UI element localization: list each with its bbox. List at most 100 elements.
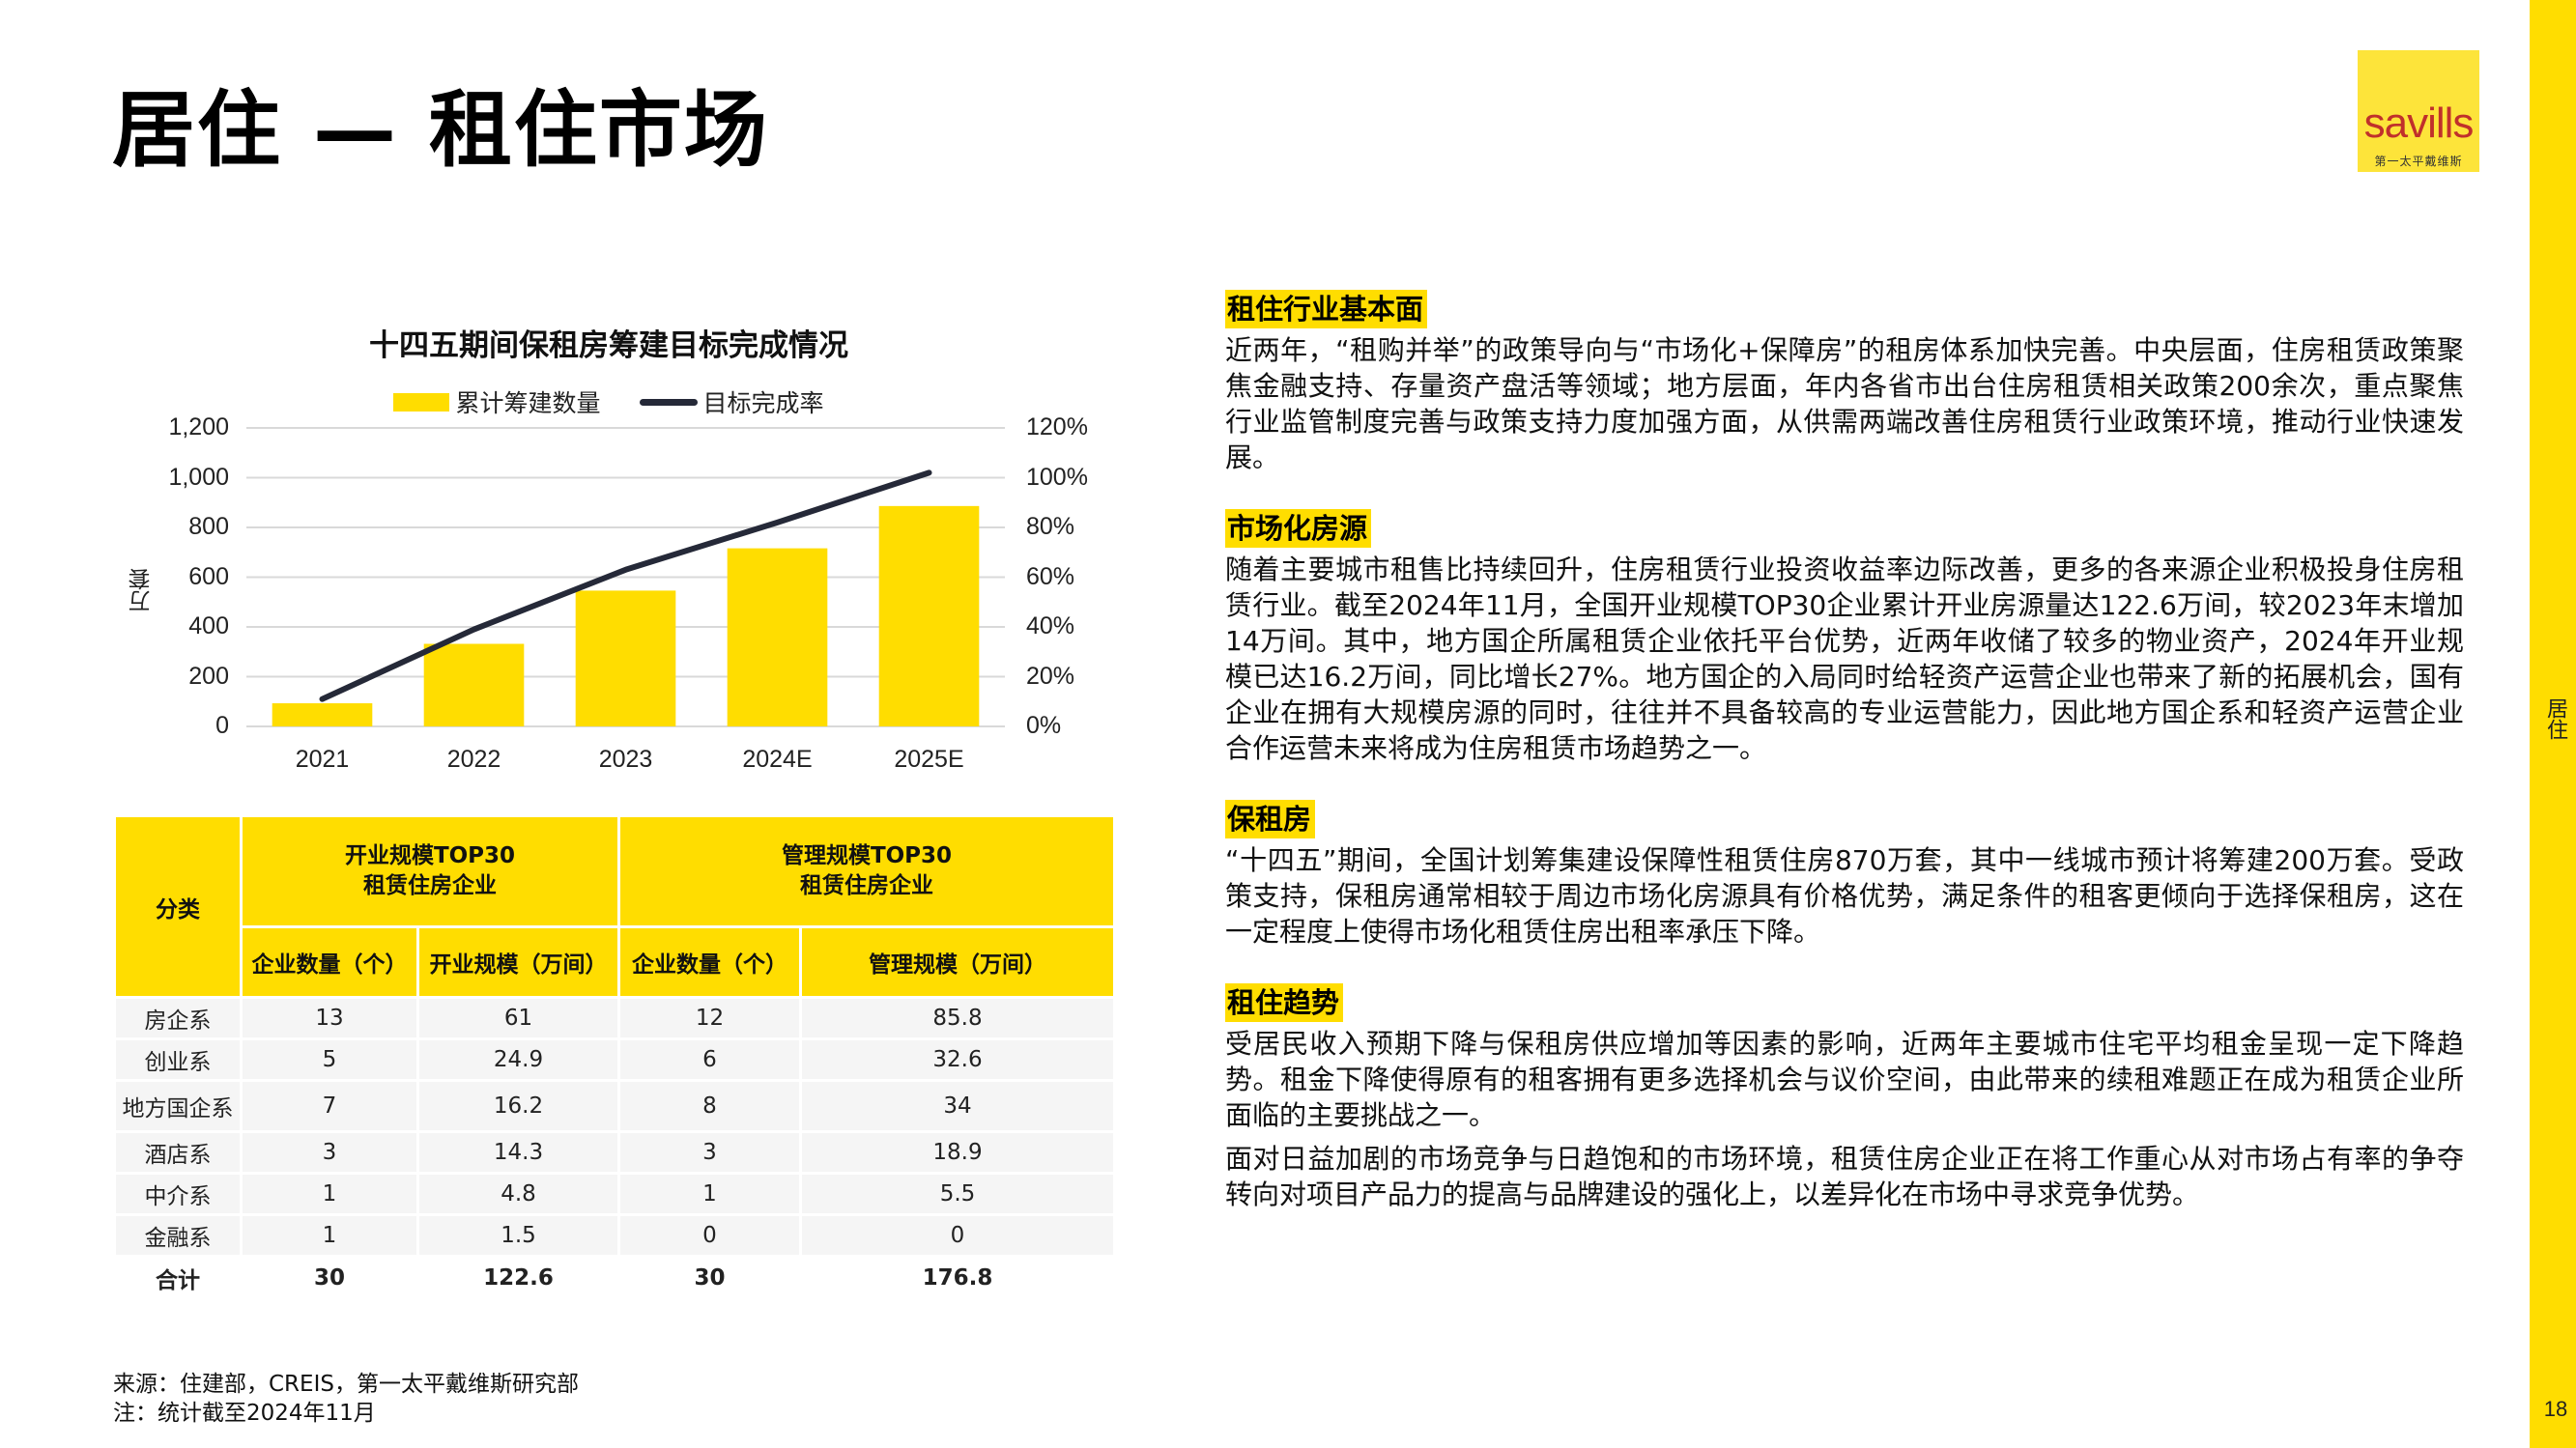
y-left-tick-label: 1,000 xyxy=(168,463,229,491)
cell-category: 地方国企系 xyxy=(116,1082,240,1130)
cell-value: 85.8 xyxy=(802,999,1113,1037)
cell-value: 13 xyxy=(243,999,416,1037)
header-group-opening: 开业规模TOP30 租赁住房企业 xyxy=(243,817,617,925)
subheader-opening-scale: 开业规模（万间） xyxy=(419,928,617,996)
header-group-opening-line1: 开业规模TOP30 xyxy=(344,842,516,868)
y-left-tick-label: 400 xyxy=(188,612,229,639)
combo-chart: 十四五期间保租房筹建目标完成情况 累计筹建数量 目标完成率 万套 0 0% 200 2… xyxy=(97,309,1121,792)
side-section-label: 居住 xyxy=(2543,697,2567,740)
cell-total-value: 30 xyxy=(243,1258,416,1298)
table-row: 中介系 1 4.8 1 5.5 xyxy=(116,1175,1113,1213)
cell-value: 5.5 xyxy=(802,1175,1113,1213)
cell-value: 3 xyxy=(243,1133,416,1172)
header-group-opening-line2: 租赁住房企业 xyxy=(363,873,497,898)
y-right-tick-label: 100% xyxy=(1026,463,1088,491)
y-left-tick-label: 200 xyxy=(188,662,229,690)
x-tick-label: 2021 xyxy=(295,746,350,773)
y-left-tick-label: 600 xyxy=(188,562,229,590)
cell-value: 16.2 xyxy=(419,1082,617,1130)
header-group-managed-line1: 管理规模TOP30 xyxy=(781,842,953,868)
table-row: 金融系 1 1.5 0 0 xyxy=(116,1216,1113,1255)
bar-cumulative-count xyxy=(727,548,828,726)
subheader-company-count-2: 企业数量（个） xyxy=(620,928,799,996)
section-paragraph: 随着主要城市租售比持续回升，住房租赁行业投资收益率边际改善，更多的各来源企业积极… xyxy=(1225,554,2464,764)
section-heading: 租住行业基本面 xyxy=(1225,290,1428,328)
page-number: 18 xyxy=(2543,1397,2568,1421)
y-right-tick-label: 20% xyxy=(1026,662,1075,690)
y-left-tick-label: 1,200 xyxy=(168,413,229,440)
cell-category: 酒店系 xyxy=(116,1133,240,1172)
cell-value: 4.8 xyxy=(419,1175,617,1213)
chart-title: 十四五期间保租房筹建目标完成情况 xyxy=(369,328,848,363)
source-note: 来源：住建部，CREIS，第一太平戴维斯研究部 xyxy=(113,1372,579,1397)
savills-logo: savills 第一太平戴维斯 xyxy=(2358,50,2479,172)
section-paragraph: 面对日益加剧的市场竞争与日趋饱和的市场环境，租赁住房企业正在将工作重心从对市场占… xyxy=(1225,1143,2464,1210)
cell-total-label: 合计 xyxy=(116,1258,240,1298)
section-heading: 保租房 xyxy=(1225,800,1316,838)
section-affordable-rental: 保租房 “十四五”期间，全国计划筹集建设保障性租赁住房870万套，其中一线城市预… xyxy=(1225,800,2464,950)
cell-category: 金融系 xyxy=(116,1216,240,1255)
header-group-managed-line2: 租赁住房企业 xyxy=(800,873,933,898)
cell-value: 32.6 xyxy=(802,1040,1113,1079)
table-row: 酒店系 3 14.3 3 18.9 xyxy=(116,1133,1113,1172)
cell-category: 房企系 xyxy=(116,999,240,1037)
legend-item-line: 目标完成率 xyxy=(639,384,824,419)
y-right-tick-label: 40% xyxy=(1026,612,1075,639)
legend-bar-swatch-icon xyxy=(393,392,450,412)
x-tick-label: 2024E xyxy=(742,746,813,773)
cell-total-value: 122.6 xyxy=(419,1258,617,1298)
x-tick-label: 2022 xyxy=(446,746,501,773)
cell-value: 3 xyxy=(620,1133,799,1172)
cell-value: 1 xyxy=(620,1175,799,1213)
cell-value: 34 xyxy=(802,1082,1113,1130)
commentary-column: 租住行业基本面 近两年，“租购并举”的政策导向与“市场化+保障房”的租房体系加快… xyxy=(1225,290,2464,1246)
section-paragraph: 受居民收入预期下降与保租房供应增加等因素的影响，近两年主要城市住宅平均租金呈现一… xyxy=(1225,1028,2464,1131)
section-market-supply: 市场化房源 随着主要城市租售比持续回升，住房租赁行业投资收益率边际改善，更多的各… xyxy=(1225,509,2464,766)
chart-plot-area xyxy=(246,427,1005,727)
legend-line-swatch-icon xyxy=(639,398,698,406)
cell-category: 创业系 xyxy=(116,1040,240,1079)
cell-value: 5 xyxy=(243,1040,416,1079)
y-right-tick-label: 120% xyxy=(1026,413,1088,440)
cell-total-value: 30 xyxy=(620,1258,799,1298)
cell-value: 0 xyxy=(802,1216,1113,1255)
section-rental-trends: 租住趋势 受居民收入预期下降与保租房供应增加等因素的影响，近两年主要城市住宅平均… xyxy=(1225,983,2464,1212)
y-left-tick-label: 800 xyxy=(188,513,229,540)
section-heading: 市场化房源 xyxy=(1225,509,1372,548)
section-heading: 租住趋势 xyxy=(1225,983,1344,1022)
side-accent-strip xyxy=(2530,0,2576,1448)
y-left-tick-label: 0 xyxy=(215,712,229,739)
table-row: 创业系 5 24.9 6 32.6 xyxy=(116,1040,1113,1079)
section-paragraph: “十四五”期间，全国计划筹集建设保障性租赁住房870万套，其中一线城市预计将筹建… xyxy=(1225,844,2464,948)
line-target-completion-rate xyxy=(319,469,932,702)
cell-value: 61 xyxy=(419,999,617,1037)
cell-value: 12 xyxy=(620,999,799,1037)
section-paragraph: 近两年，“租购并举”的政策导向与“市场化+保障房”的租房体系加快完善。中央层面，… xyxy=(1225,334,2464,473)
header-group-managed: 管理规模TOP30 租赁住房企业 xyxy=(620,817,1113,925)
table-row: 房企系 13 61 12 85.8 xyxy=(116,999,1113,1037)
date-note: 注：统计截至2024年11月 xyxy=(113,1401,376,1426)
bar-cumulative-count xyxy=(423,643,525,726)
footnote: 来源：住建部，CREIS，第一太平戴维斯研究部 注：统计截至2024年11月 xyxy=(113,1370,579,1428)
y-right-tick-label: 80% xyxy=(1026,513,1075,540)
cell-value: 1.5 xyxy=(419,1216,617,1255)
cell-total-value: 176.8 xyxy=(802,1258,1113,1298)
table-row: 地方国企系 7 16.2 8 34 xyxy=(116,1082,1113,1130)
cell-value: 14.3 xyxy=(419,1133,617,1172)
y-right-tick-label: 0% xyxy=(1026,712,1062,739)
page-title: 居住 — 租住市场 xyxy=(112,82,769,179)
cell-value: 6 xyxy=(620,1040,799,1079)
cell-value: 24.9 xyxy=(419,1040,617,1079)
cell-value: 18.9 xyxy=(802,1133,1113,1172)
legend-bar-label: 累计筹建数量 xyxy=(455,389,601,417)
logo-brand-text: savills xyxy=(2363,99,2475,147)
cell-value: 7 xyxy=(243,1082,416,1130)
x-tick-label: 2025E xyxy=(894,746,964,773)
section-fundamentals: 租住行业基本面 近两年，“租购并举”的政策导向与“市场化+保障房”的租房体系加快… xyxy=(1225,290,2464,475)
bar-cumulative-count xyxy=(272,703,373,726)
bar-cumulative-count xyxy=(575,590,676,726)
legend-item-bar: 累计筹建数量 xyxy=(393,384,601,419)
cell-category: 中介系 xyxy=(116,1175,240,1213)
top30-rental-table: 分类 开业规模TOP30 租赁住房企业 管理规模TOP30 租赁住房企业 企业数… xyxy=(113,814,1116,1301)
x-tick-label: 2023 xyxy=(598,746,653,773)
